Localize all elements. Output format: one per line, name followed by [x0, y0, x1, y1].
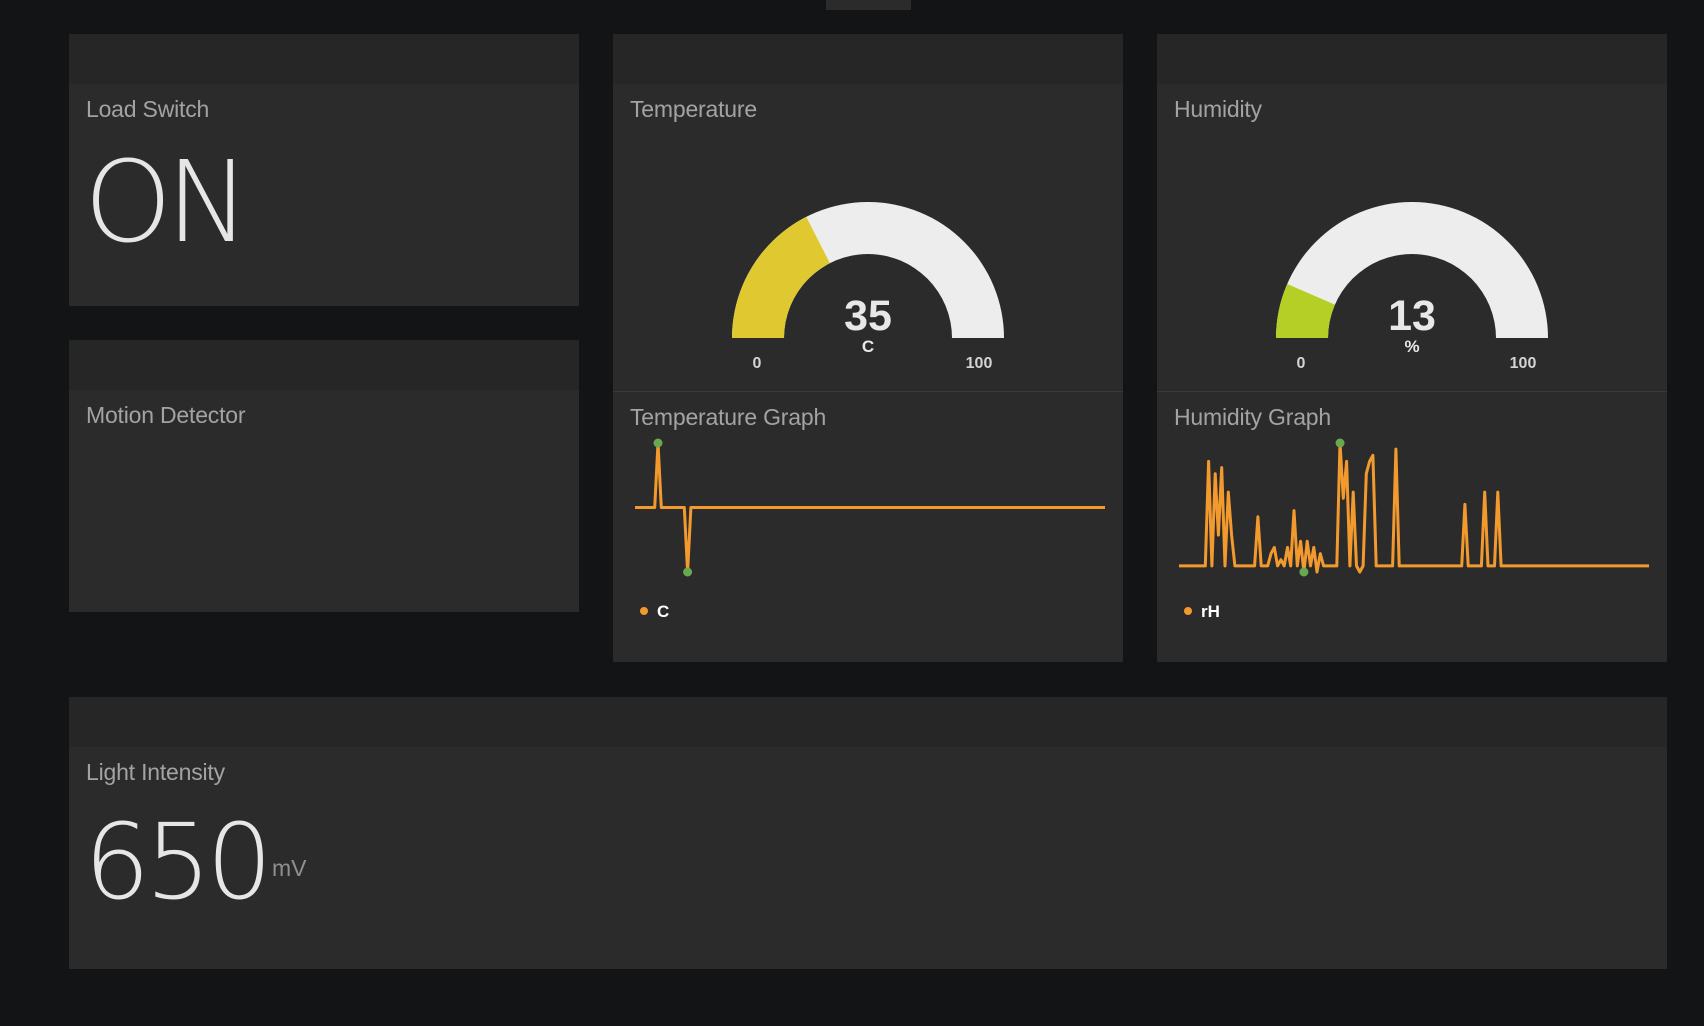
- humidity-gauge-min: 0: [1297, 355, 1306, 372]
- pane-header-band: [613, 34, 1123, 84]
- humidity-graph-title: Humidity Graph: [1174, 404, 1331, 430]
- humidity-gauge-track: [1276, 202, 1548, 338]
- motion-detector-title: Motion Detector: [86, 402, 246, 428]
- humidity-legend-label: rH: [1201, 602, 1220, 621]
- load-switch-pane: Load Switch ON: [69, 34, 579, 306]
- light-intensity-unit: mV: [272, 855, 307, 881]
- light-intensity-title: Light Intensity: [86, 759, 225, 785]
- humidity-gauge: 13 % 0 100: [1276, 202, 1548, 372]
- light-intensity-value: 650: [84, 801, 273, 923]
- pane-header-band: [1157, 34, 1667, 84]
- pane-divider: [1157, 391, 1667, 392]
- temperature-sparkline-max-marker: [653, 438, 663, 448]
- light-intensity-pane: Light Intensity 650 mV: [69, 697, 1667, 969]
- humidity-sparkline: rH: [1179, 438, 1649, 621]
- temperature-sparkline-line: [635, 441, 1105, 574]
- humidity-legend-dot: [1184, 607, 1192, 615]
- temperature-gauge-max: 100: [966, 355, 993, 372]
- temperature-legend-label: C: [657, 602, 669, 621]
- load-switch-value: ON: [84, 138, 250, 268]
- pane-divider: [613, 391, 1123, 392]
- humidity-sparkline-line: [1179, 441, 1649, 574]
- temperature-gauge-value: 35: [844, 292, 892, 340]
- humidity-gauge-fill: [1276, 283, 1335, 338]
- temperature-gauge-unit: C: [862, 337, 874, 356]
- humidity-sparkline-max-marker: [1335, 438, 1345, 448]
- humidity-title: Humidity: [1174, 96, 1262, 122]
- pane-header-band: [69, 34, 579, 84]
- top-tab-handle[interactable]: [826, 0, 911, 10]
- humidity-pane: Humidity 13 % 0 100 Humidity Graph rH: [1157, 34, 1667, 662]
- temperature-gauge: 35 C 0 100: [732, 202, 1004, 372]
- humidity-sparkline-min-marker: [1299, 567, 1309, 577]
- pane-header-band: [69, 697, 1667, 747]
- humidity-gauge-value: 13: [1388, 292, 1436, 340]
- temperature-gauge-min: 0: [753, 355, 762, 372]
- humidity-gauge-unit: %: [1404, 337, 1419, 356]
- pane-header-band: [69, 340, 579, 390]
- temperature-sparkline: C: [635, 438, 1105, 621]
- temperature-title: Temperature: [630, 96, 757, 122]
- temperature-gauge-fill: [732, 216, 830, 338]
- motion-detector-pane: Motion Detector: [69, 340, 579, 612]
- load-switch-title: Load Switch: [86, 96, 210, 122]
- temperature-legend-dot: [640, 607, 648, 615]
- temperature-graph-title: Temperature Graph: [630, 404, 827, 430]
- temperature-sparkline-min-marker: [683, 567, 693, 577]
- humidity-gauge-max: 100: [1510, 355, 1537, 372]
- temperature-pane: Temperature 35 C 0 100 Temperature Graph…: [613, 34, 1123, 662]
